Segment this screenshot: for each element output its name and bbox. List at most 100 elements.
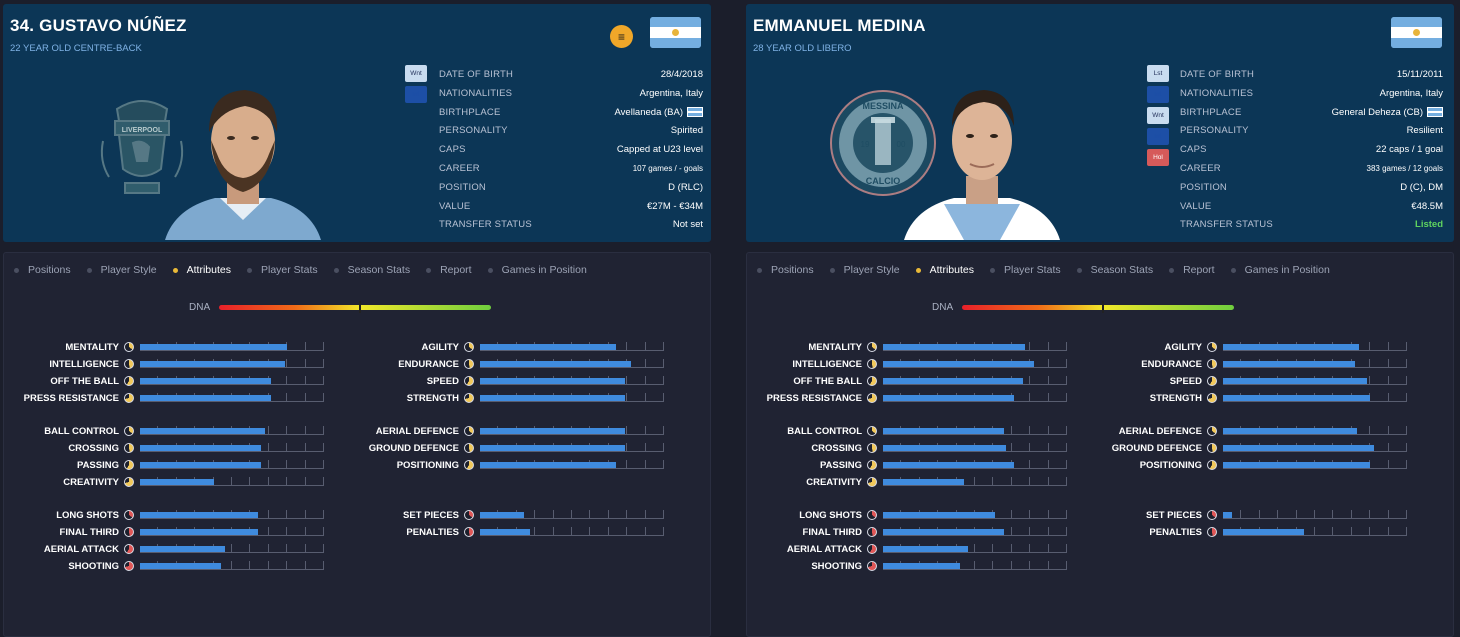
attribute-aerial-defence[interactable]: AERIAL DEFENCE: [1052, 423, 1407, 440]
tab-positions[interactable]: Positions: [757, 264, 814, 276]
player-name[interactable]: EMMANUEL MEDINA: [753, 16, 926, 35]
wanted-badge[interactable]: Wnt: [405, 65, 427, 82]
attribute-mentality[interactable]: MENTALITY: [0, 339, 324, 356]
attribute-crossing[interactable]: CROSSING: [0, 440, 324, 457]
attribute-ground-defence[interactable]: GROUND DEFENCE: [1052, 440, 1407, 457]
attribute-label: STRENGTH: [1149, 393, 1202, 404]
attribute-set-pieces[interactable]: SET PIECES: [309, 507, 664, 524]
attribute-bar-track: [1223, 359, 1407, 368]
attribute-penalties[interactable]: PENALTIES: [1052, 524, 1407, 541]
attribute-strength[interactable]: STRENGTH: [309, 390, 664, 407]
wanted-badge[interactable]: Wnt: [1147, 107, 1169, 124]
tab-dot-icon: [1230, 267, 1236, 273]
nationalities-value[interactable]: Argentina, Italy: [1379, 87, 1443, 99]
attribute-bar-track: [480, 393, 664, 402]
attribute-strength[interactable]: STRENGTH: [1052, 390, 1407, 407]
holiday-badge[interactable]: Hol: [1147, 149, 1169, 166]
tab-label: Report: [1183, 264, 1215, 276]
tab-dot-icon: [333, 267, 339, 273]
attribute-aerial-attack[interactable]: AERIAL ATTACK: [712, 541, 1067, 558]
tab-dot-icon: [990, 267, 995, 273]
attribute-press-resistance[interactable]: PRESS RESISTANCE: [712, 390, 1067, 407]
nationalities-value[interactable]: Argentina, Italy: [639, 87, 703, 99]
attribute-rating-icon: [867, 426, 877, 436]
attribute-bar-fill: [883, 462, 1014, 468]
attribute-shooting[interactable]: SHOOTING: [712, 558, 1067, 575]
svg-text:00: 00: [897, 140, 906, 149]
attribute-bar-fill: [140, 428, 266, 434]
international-badge[interactable]: Int: [405, 86, 427, 103]
attribute-ball-control[interactable]: BALL CONTROL: [712, 423, 1067, 440]
attribute-label: BALL CONTROL: [44, 426, 119, 437]
attribute-set-pieces[interactable]: SET PIECES: [1052, 507, 1407, 524]
attribute-press-resistance[interactable]: PRESS RESISTANCE: [0, 390, 324, 407]
attribute-rating-icon: [1207, 426, 1217, 436]
attribute-ground-defence[interactable]: GROUND DEFENCE: [309, 440, 664, 457]
attribute-aerial-attack[interactable]: AERIAL ATTACK: [0, 541, 324, 558]
attribute-ball-control[interactable]: BALL CONTROL: [0, 423, 324, 440]
tab-attributes[interactable]: Attributes: [915, 264, 974, 276]
attribute-passing[interactable]: PASSING: [0, 457, 324, 474]
attribute-endurance[interactable]: ENDURANCE: [309, 356, 664, 373]
nation-flag-argentina[interactable]: [1391, 17, 1442, 48]
attribute-speed[interactable]: SPEED: [1052, 373, 1407, 390]
info-label: CAREER: [1180, 162, 1221, 174]
player-name[interactable]: 34. GUSTAVO NÚÑEZ: [10, 16, 187, 35]
attribute-intelligence[interactable]: INTELLIGENCE: [712, 356, 1067, 373]
attribute-creativity[interactable]: CREATIVITY: [0, 474, 324, 491]
tab-player-stats[interactable]: Player Stats: [990, 264, 1061, 276]
info-label: BIRTHPLACE: [439, 106, 501, 118]
tab-season-stats[interactable]: Season Stats: [333, 264, 410, 276]
attribute-shooting[interactable]: SHOOTING: [0, 558, 324, 575]
attribute-bar-fill: [480, 462, 617, 468]
attribute-passing[interactable]: PASSING: [712, 457, 1067, 474]
tab-attributes[interactable]: Attributes: [172, 264, 231, 276]
birthplace-value[interactable]: Avellaneda (BA): [615, 104, 703, 123]
attribute-rating-icon: [1207, 443, 1217, 453]
attribute-long-shots[interactable]: LONG SHOTS: [0, 507, 324, 524]
attribute-label: SHOOTING: [811, 561, 862, 572]
attribute-bar-fill: [140, 361, 286, 367]
attribute-final-third[interactable]: FINAL THIRD: [712, 524, 1067, 541]
tab-player-style[interactable]: Player Style: [86, 264, 157, 276]
tab-positions[interactable]: Positions: [14, 264, 71, 276]
attribute-final-third[interactable]: FINAL THIRD: [0, 524, 324, 541]
tab-report[interactable]: Report: [1169, 264, 1215, 276]
attribute-intelligence[interactable]: INTELLIGENCE: [0, 356, 324, 373]
role-icon[interactable]: ≡: [610, 25, 633, 48]
attribute-bar-track: [140, 477, 324, 486]
attribute-agility[interactable]: AGILITY: [1052, 339, 1407, 356]
attribute-aerial-defence[interactable]: AERIAL DEFENCE: [309, 423, 664, 440]
attribute-bar-track: [883, 376, 1067, 385]
nation-flag-argentina[interactable]: [650, 17, 701, 48]
listed-badge[interactable]: Lst: [1147, 65, 1169, 82]
attribute-long-shots[interactable]: LONG SHOTS: [712, 507, 1067, 524]
attribute-agility[interactable]: AGILITY: [309, 339, 664, 356]
birthplace-value[interactable]: General Deheza (CB): [1332, 104, 1443, 123]
attribute-speed[interactable]: SPEED: [309, 373, 664, 390]
attribute-penalties[interactable]: PENALTIES: [309, 524, 664, 541]
tab-dot-icon: [86, 267, 92, 273]
tab-player-style[interactable]: Player Style: [829, 264, 900, 276]
attribute-positioning[interactable]: POSITIONING: [1052, 457, 1407, 474]
club-crest-messina[interactable]: MESSINA 19 00 CALCIO: [829, 89, 937, 197]
tab-report[interactable]: Report: [426, 264, 472, 276]
international-badge[interactable]: Int: [1147, 86, 1169, 103]
attribute-bar-track: [480, 359, 664, 368]
attribute-mentality[interactable]: MENTALITY: [712, 339, 1067, 356]
attribute-endurance[interactable]: ENDURANCE: [1052, 356, 1407, 373]
attribute-creativity[interactable]: CREATIVITY: [712, 474, 1067, 491]
attribute-rating-icon: [124, 376, 134, 386]
attribute-bar-track: [140, 561, 324, 570]
attribute-positioning[interactable]: POSITIONING: [309, 457, 664, 474]
tab-season-stats[interactable]: Season Stats: [1076, 264, 1153, 276]
attribute-off-the-ball[interactable]: OFF THE BALL: [0, 373, 324, 390]
international-badge[interactable]: Int: [1147, 128, 1169, 145]
tab-player-stats[interactable]: Player Stats: [247, 264, 318, 276]
attribute-off-the-ball[interactable]: OFF THE BALL: [712, 373, 1067, 390]
tab-games-in-position[interactable]: Games in Position: [1230, 264, 1330, 276]
attribute-crossing[interactable]: CROSSING: [712, 440, 1067, 457]
tab-games-in-position[interactable]: Games in Position: [487, 264, 587, 276]
club-crest-liverpool[interactable]: LIVERPOOL: [97, 91, 187, 201]
attribute-bar-track: [140, 460, 324, 469]
